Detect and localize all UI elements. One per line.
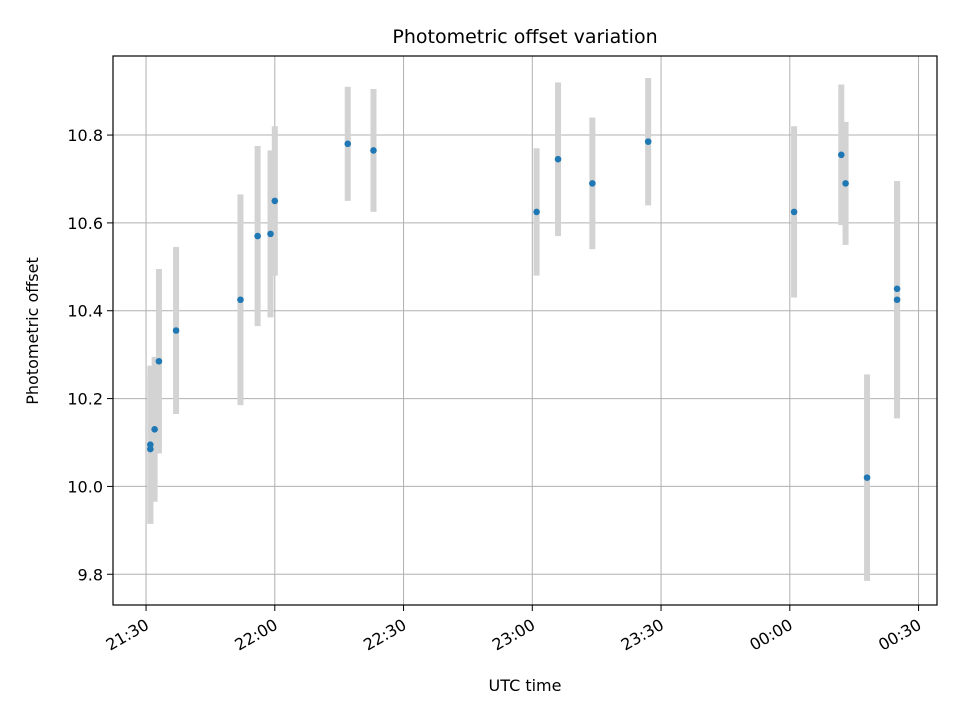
plot-area [113,56,937,605]
data-point [172,327,180,334]
data-point [644,138,652,145]
chart-title: Photometric offset variation [392,26,657,48]
y-tick-label: 10.4 [67,302,103,321]
y-tick-label: 10.2 [67,390,103,409]
data-point [155,357,163,365]
data-point [533,208,540,216]
y-axis-ticks: 9.8 10.0 10.2 10.4 10.6 10.8 [67,126,113,584]
data-point [893,296,901,304]
data-point [147,445,154,453]
data-point [267,230,274,238]
data-point [271,197,279,205]
data-point [344,140,352,148]
data-points [147,138,901,481]
data-point [790,208,798,216]
data-point [863,474,871,481]
data-point [893,285,901,293]
data-point [554,155,562,163]
data-point [370,147,377,154]
y-tick-label: 10.6 [67,214,103,233]
data-point [589,180,596,187]
data-point [842,180,849,187]
y-tick-label: 9.8 [78,565,103,584]
y-axis-label: Photometric offset [23,257,42,405]
data-point [151,426,158,433]
data-point [837,151,845,159]
y-tick-label: 10.8 [67,126,103,145]
data-point [237,296,244,304]
plot-frame [112,55,938,606]
grid [113,56,937,605]
data-point [254,232,261,240]
x-axis-label: UTC time [489,676,562,695]
y-tick-label: 10.0 [67,477,103,496]
